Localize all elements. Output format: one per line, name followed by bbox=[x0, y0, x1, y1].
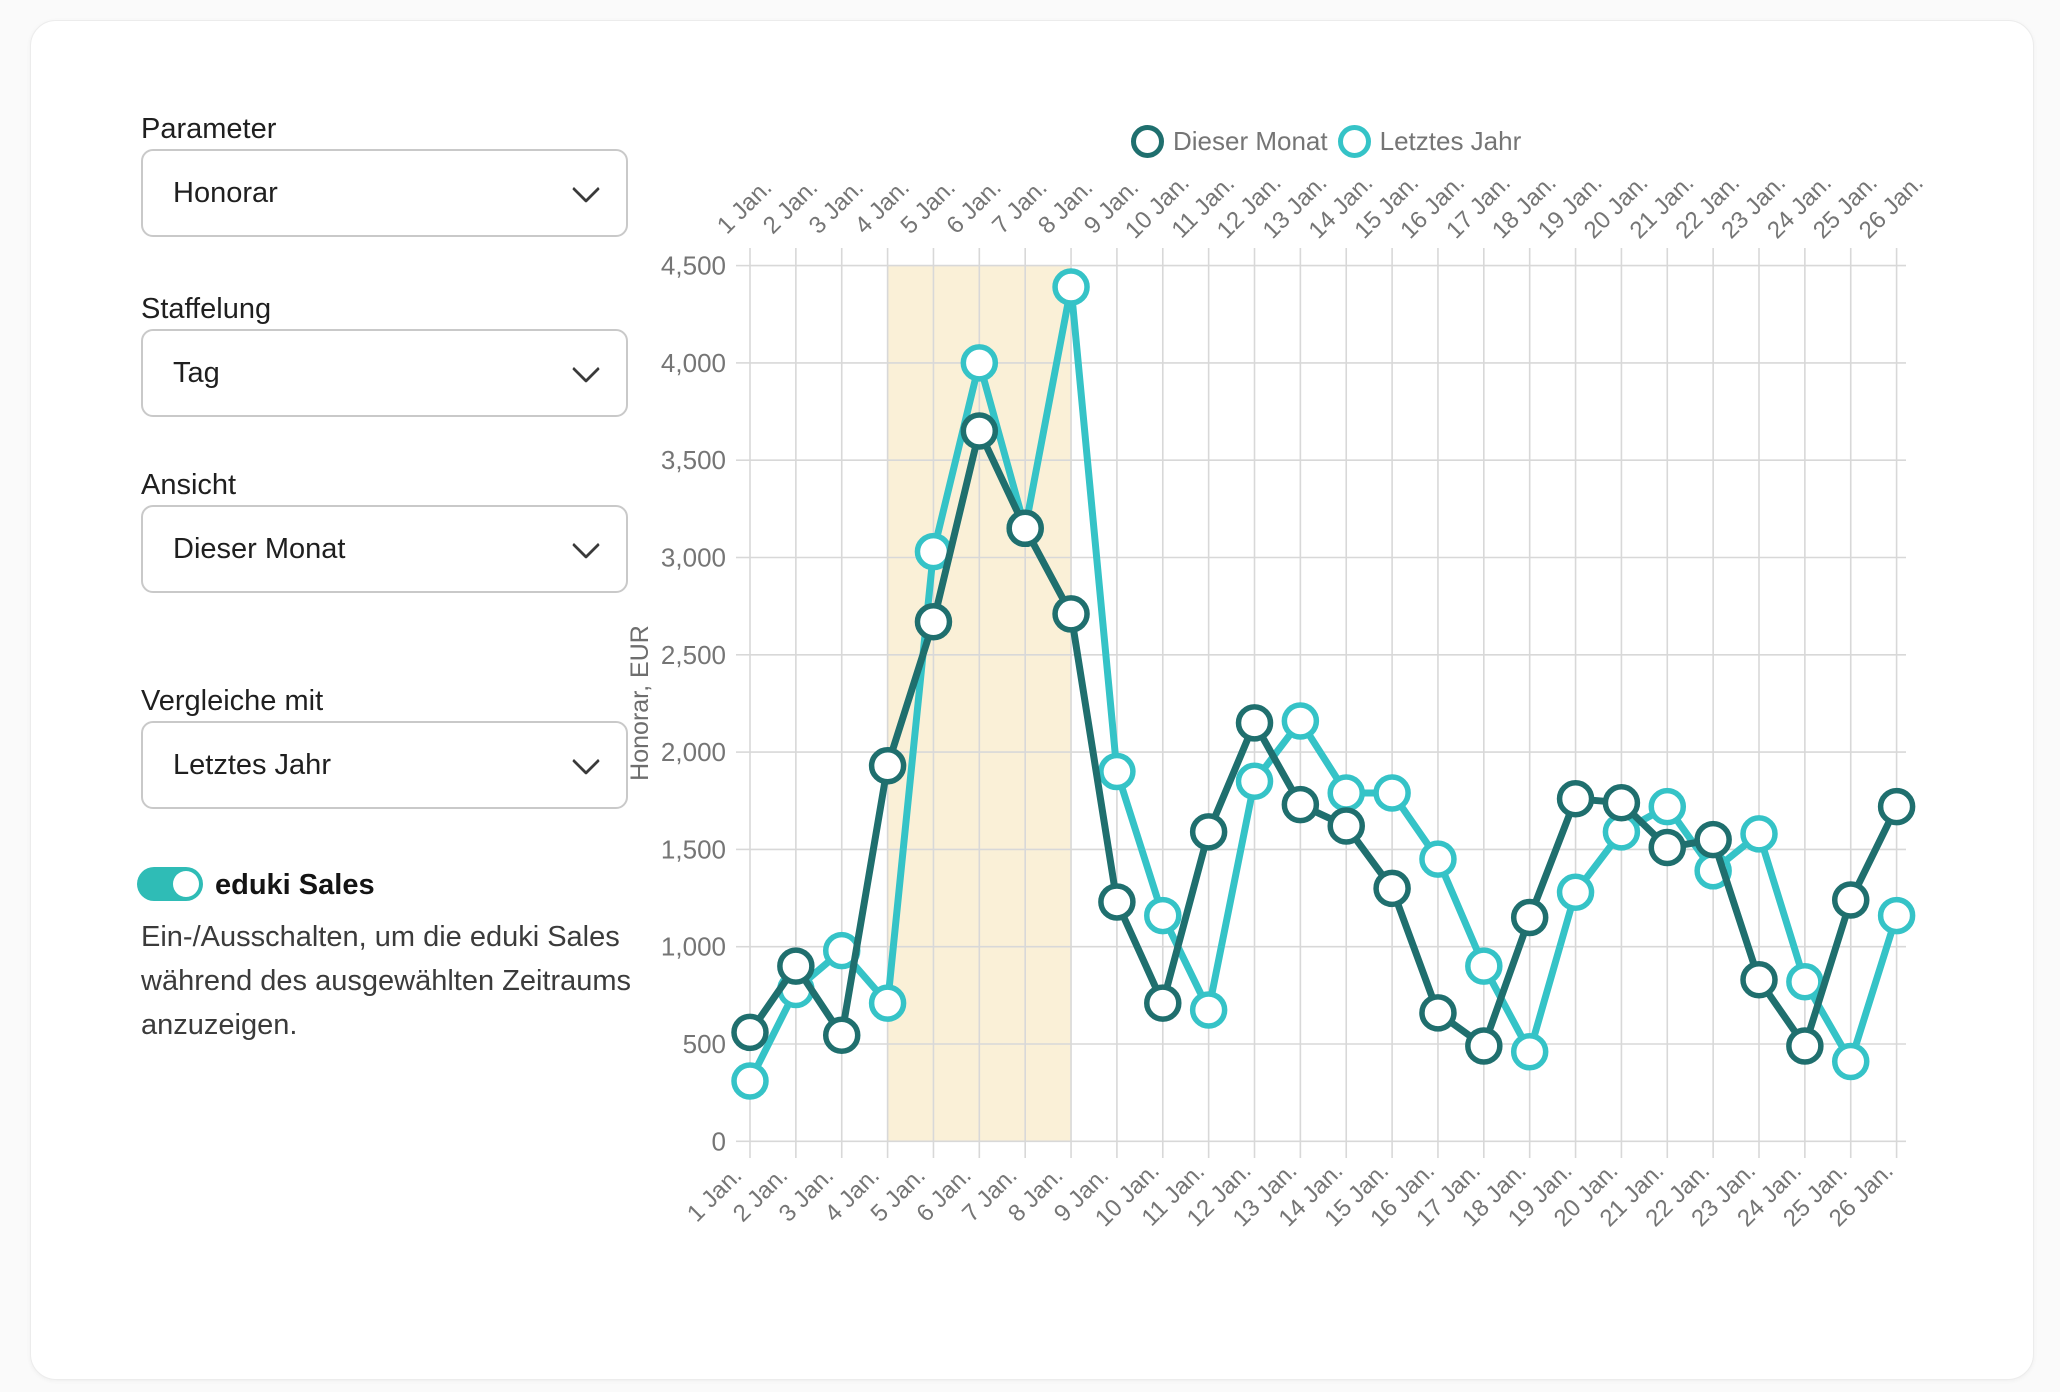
data-point[interactable] bbox=[1281, 785, 1320, 824]
data-point[interactable] bbox=[1648, 828, 1687, 867]
staffelung-select[interactable]: Tag bbox=[141, 329, 628, 417]
data-point[interactable] bbox=[1465, 1027, 1503, 1065]
data-point[interactable] bbox=[1602, 783, 1641, 822]
y-axis-label: 2,000 bbox=[661, 737, 726, 767]
ansicht-label: Ansicht bbox=[141, 469, 237, 501]
data-point[interactable] bbox=[1419, 994, 1457, 1032]
data-point[interactable] bbox=[1419, 840, 1457, 878]
vergleiche-mit-label: Vergleiche mit bbox=[141, 685, 324, 717]
data-point[interactable] bbox=[777, 947, 815, 985]
data-point[interactable] bbox=[1786, 1027, 1824, 1065]
data-point[interactable] bbox=[868, 984, 907, 1022]
vergleiche-mit-select[interactable]: Letztes Jahr bbox=[141, 721, 628, 809]
legend-label: Letztes Jahr bbox=[1379, 126, 1522, 156]
y-axis-label: 0 bbox=[712, 1126, 726, 1156]
y-axis-label: 2,500 bbox=[661, 640, 726, 670]
data-point[interactable] bbox=[1189, 813, 1228, 851]
data-point[interactable] bbox=[868, 746, 907, 785]
eduki-sales-label: eduki Sales bbox=[215, 869, 375, 901]
data-point[interactable] bbox=[1373, 869, 1411, 908]
legend-item-letztes-jahr[interactable]: Letztes Jahr bbox=[1337, 125, 1522, 158]
y-axis-label: 3,000 bbox=[661, 543, 726, 573]
data-point[interactable] bbox=[1098, 883, 1136, 921]
data-point[interactable] bbox=[1189, 991, 1228, 1029]
data-point[interactable] bbox=[1831, 1042, 1870, 1081]
data-point[interactable] bbox=[1144, 896, 1182, 935]
staffelung-label: Staffelung bbox=[141, 293, 272, 325]
y-axis-label: 4,500 bbox=[661, 251, 726, 281]
data-point[interactable] bbox=[1740, 815, 1778, 853]
data-point[interactable] bbox=[1373, 774, 1411, 812]
data-point[interactable] bbox=[1235, 704, 1274, 742]
data-point[interactable] bbox=[1052, 268, 1090, 306]
y-axis-label: 1,000 bbox=[661, 932, 726, 962]
legend-item-dieser-monat[interactable]: Dieser Monat bbox=[1131, 125, 1328, 158]
data-point[interactable] bbox=[1694, 820, 1732, 859]
parameter-label: Parameter bbox=[141, 113, 277, 145]
data-point[interactable] bbox=[1556, 873, 1595, 911]
y-axis-label: 500 bbox=[683, 1029, 726, 1059]
data-point[interactable] bbox=[1510, 898, 1549, 937]
vergleiche-mit-select-value: Letztes Jahr bbox=[173, 748, 331, 781]
data-point[interactable] bbox=[822, 1016, 861, 1054]
y-axis-label: 4,000 bbox=[661, 348, 726, 378]
data-point[interactable] bbox=[1144, 984, 1182, 1022]
data-point[interactable] bbox=[1510, 1033, 1549, 1071]
eduki-sales-description: Ein-/Ausschalten, um die eduki Sales wäh… bbox=[141, 921, 632, 1041]
data-point[interactable] bbox=[1556, 780, 1595, 818]
eduki-sales-toggle[interactable] bbox=[137, 867, 203, 901]
data-point[interactable] bbox=[1740, 961, 1778, 999]
legend-marker-icon bbox=[1337, 125, 1371, 158]
data-point[interactable] bbox=[731, 1013, 769, 1052]
parameter-select[interactable]: Honorar bbox=[141, 149, 628, 237]
chart-legend: Dieser Monat Letztes Jahr bbox=[1131, 125, 1521, 158]
data-point[interactable] bbox=[1831, 881, 1870, 919]
data-point[interactable] bbox=[1327, 774, 1365, 812]
data-point[interactable] bbox=[1877, 896, 1916, 935]
data-point[interactable] bbox=[1327, 807, 1365, 845]
staffelung-select-value: Tag bbox=[173, 356, 220, 389]
ansicht-select[interactable]: Dieser Monat bbox=[141, 505, 628, 593]
data-point[interactable] bbox=[1052, 595, 1090, 633]
data-point[interactable] bbox=[1648, 787, 1687, 826]
data-point[interactable] bbox=[1098, 752, 1136, 791]
data-point[interactable] bbox=[1786, 962, 1824, 1001]
dashboard-card: Parameter Honorar Staffelung Tag Ansicht… bbox=[30, 20, 2034, 1380]
legend-label: Dieser Monat bbox=[1173, 126, 1328, 156]
data-point[interactable] bbox=[1465, 947, 1503, 985]
y-axis-title: Honorar, EUR bbox=[626, 625, 654, 781]
parameter-select-value: Honorar bbox=[173, 176, 278, 209]
ansicht-select-value: Dieser Monat bbox=[173, 532, 346, 565]
data-point[interactable] bbox=[914, 602, 953, 641]
data-point[interactable] bbox=[731, 1062, 769, 1100]
y-axis-label: 3,500 bbox=[661, 445, 726, 475]
data-point[interactable] bbox=[960, 412, 999, 450]
data-point[interactable] bbox=[1006, 509, 1044, 548]
data-point[interactable] bbox=[1235, 762, 1274, 801]
y-axis-label: 1,500 bbox=[661, 834, 726, 864]
data-point[interactable] bbox=[1877, 787, 1916, 826]
data-point[interactable] bbox=[960, 344, 999, 382]
data-point[interactable] bbox=[1281, 702, 1320, 740]
toggle-knob bbox=[173, 871, 199, 897]
legend-marker-icon bbox=[1131, 125, 1164, 158]
